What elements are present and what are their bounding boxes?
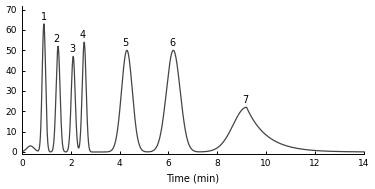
- X-axis label: Time (min): Time (min): [166, 174, 219, 184]
- Text: 4: 4: [80, 30, 86, 40]
- Text: 6: 6: [169, 38, 175, 48]
- Text: 3: 3: [69, 44, 75, 54]
- Text: 1: 1: [41, 12, 47, 22]
- Text: 2: 2: [54, 34, 60, 44]
- Text: 5: 5: [123, 38, 129, 48]
- Text: 7: 7: [242, 95, 249, 105]
